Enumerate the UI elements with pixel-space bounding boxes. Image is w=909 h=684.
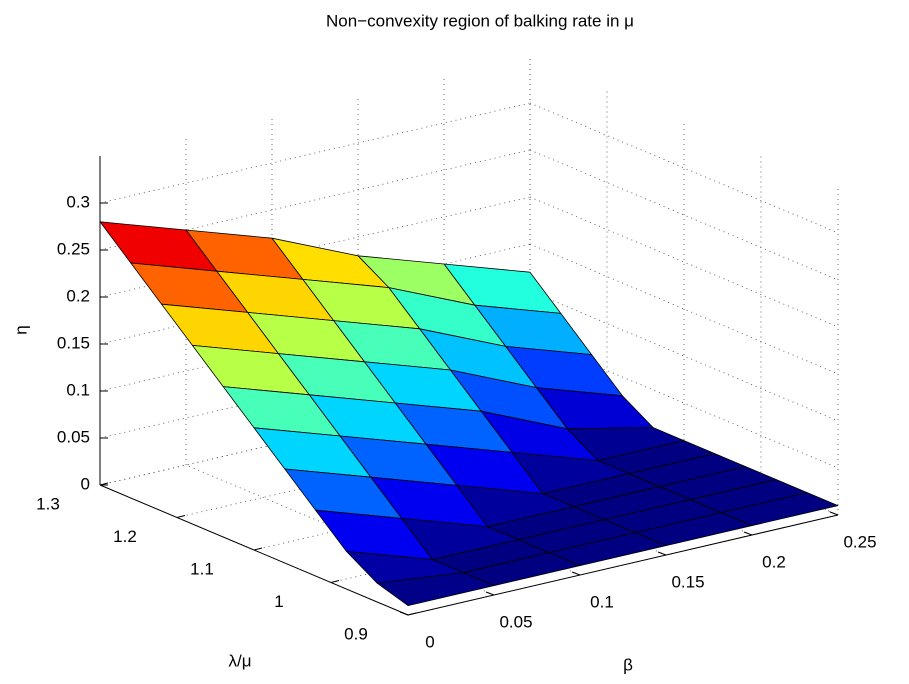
y-axis-label: λ/μ xyxy=(228,651,251,670)
x-tick xyxy=(485,591,495,596)
z-tick-label: 0.25 xyxy=(57,239,90,258)
grid-line xyxy=(529,290,839,422)
y-tick xyxy=(407,612,417,616)
y-tick-label: 1.2 xyxy=(113,527,137,546)
grid-line xyxy=(529,243,839,375)
z-tick-label: 0.1 xyxy=(66,380,90,399)
x-tick-label: 0.1 xyxy=(590,592,614,611)
x-tick xyxy=(571,571,581,576)
x-tick-label: 0.25 xyxy=(843,532,876,551)
z-tick-label: 0 xyxy=(81,474,90,493)
x-tick-label: 0.05 xyxy=(499,612,532,631)
x-tick xyxy=(829,511,839,516)
z-axis-label: η xyxy=(11,325,30,334)
grid-line xyxy=(529,149,839,281)
x-tick-label: 0.2 xyxy=(762,552,786,571)
x-axis-label: β xyxy=(623,655,633,674)
z-tick-label: 0.15 xyxy=(57,333,90,352)
surface-patch xyxy=(376,572,495,606)
y-tick xyxy=(176,515,186,518)
chart-title: Non−convexity region of balking rate in … xyxy=(326,11,634,30)
y-tick xyxy=(253,547,263,551)
x-tick-label: 0 xyxy=(425,632,434,651)
y-tick-label: 1.3 xyxy=(36,494,60,513)
y-tick xyxy=(330,580,340,583)
z-tick-label: 0.05 xyxy=(57,427,90,446)
grid-line xyxy=(99,102,531,204)
y-tick-label: 1.1 xyxy=(190,559,214,578)
y-tick-label: 1 xyxy=(274,592,283,611)
x-tick xyxy=(657,551,667,556)
y-tick-label: 0.9 xyxy=(344,624,368,643)
y-tick xyxy=(99,482,109,486)
z-tick-label: 0.3 xyxy=(66,192,90,211)
x-axis xyxy=(407,514,839,616)
x-tick-label: 0.15 xyxy=(671,572,704,591)
grid-line xyxy=(99,149,531,251)
grid-line xyxy=(529,196,839,328)
z-tick-label: 0.2 xyxy=(66,286,90,305)
x-tick xyxy=(399,611,409,616)
grid-line xyxy=(529,102,839,234)
x-tick xyxy=(743,531,753,536)
